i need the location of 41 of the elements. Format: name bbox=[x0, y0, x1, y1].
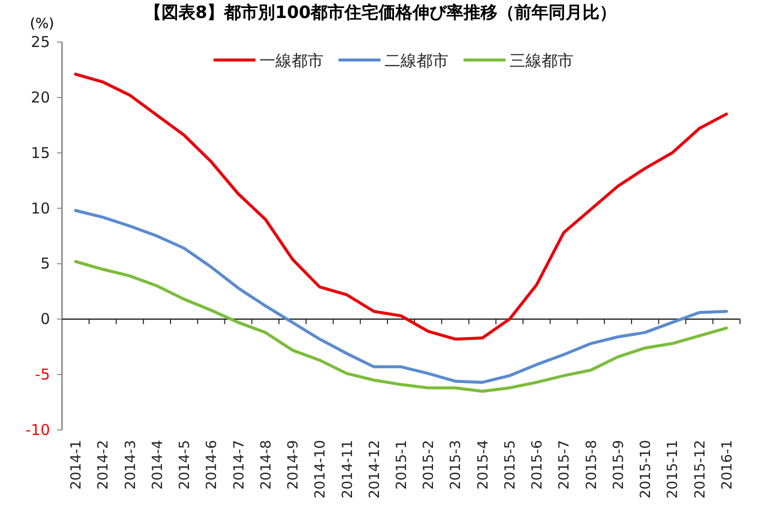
x-tick-label: 2014-9 bbox=[286, 440, 302, 490]
line-series bbox=[74, 260, 728, 393]
x-tick-label: 2014-10 bbox=[312, 440, 329, 498]
y-tick-label: 0 bbox=[40, 310, 50, 328]
y-tick-label: 5 bbox=[40, 254, 50, 273]
x-tick-label: 2014-11 bbox=[340, 440, 356, 498]
x-tick-label: 2015-5 bbox=[502, 440, 518, 490]
x-tick-label: 2015-9 bbox=[610, 440, 627, 490]
y-tick-label: 25 bbox=[30, 33, 50, 51]
legend-label: 二線都市 bbox=[384, 51, 448, 70]
chart-title: 【図表8】都市別100都市住宅価格伸び率推移（前年同月比） bbox=[144, 3, 617, 23]
legend-label: 三線都市 bbox=[510, 51, 574, 70]
x-tick-label: 2015-11 bbox=[665, 440, 682, 498]
x-tick-label: 2014-2 bbox=[96, 440, 112, 490]
x-tick-label: 2014-12 bbox=[366, 440, 383, 498]
x-tick-label: 2016-1 bbox=[719, 440, 736, 490]
x-tick-label: 2014-4 bbox=[150, 440, 166, 490]
x-tick-label: 2014-3 bbox=[122, 440, 139, 490]
x-tick-label: 2015-1 bbox=[394, 440, 410, 490]
x-tick-label: 2014-1 bbox=[68, 440, 85, 490]
x-tick-label: 2014-6 bbox=[204, 440, 220, 490]
x-tick-label: 2014-7 bbox=[231, 440, 248, 490]
y-tick-label: 20 bbox=[30, 88, 50, 106]
x-tick-label: 2015-10 bbox=[638, 440, 654, 498]
y-tick-label: -5 bbox=[35, 366, 50, 384]
x-tick-label: 2015-6 bbox=[530, 440, 546, 490]
x-tick-label: 2015-8 bbox=[584, 440, 600, 490]
x-tick-label: 2015-2 bbox=[421, 440, 438, 490]
y-tick-label: 10 bbox=[30, 199, 50, 218]
x-tick-label: 2015-3 bbox=[448, 440, 464, 490]
x-tick-label: 2015-7 bbox=[556, 440, 573, 490]
x-tick-label: 2014-5 bbox=[177, 440, 194, 490]
line-series bbox=[74, 209, 728, 384]
y-axis-title: (%) bbox=[30, 16, 54, 32]
x-tick-label: 2014-8 bbox=[258, 440, 274, 490]
x-tick-label: 2015-4 bbox=[475, 440, 492, 490]
line-series bbox=[74, 72, 728, 341]
y-tick-label: -10 bbox=[26, 421, 50, 439]
y-tick-label: 15 bbox=[30, 144, 50, 162]
legend-label: 一線都市 bbox=[260, 51, 324, 70]
x-tick-label: 2015-12 bbox=[692, 440, 708, 498]
